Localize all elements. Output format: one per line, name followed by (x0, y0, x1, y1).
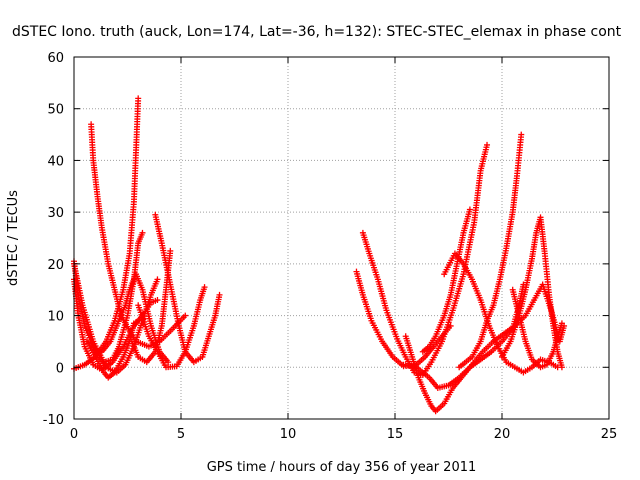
data-point (182, 312, 189, 319)
data-point (484, 141, 491, 148)
series-11 (359, 141, 491, 379)
y-tick-label: 10 (47, 310, 64, 325)
data-point (167, 247, 174, 254)
x-tick-label: 15 (387, 427, 404, 442)
y-tick-label: 60 (47, 51, 64, 66)
y-tick-label: 50 (47, 103, 64, 118)
y-tick-label: 20 (47, 258, 64, 273)
series-15 (456, 131, 525, 371)
x-tick-label: 5 (177, 427, 185, 442)
series-18 (509, 286, 565, 371)
series-9 (135, 284, 208, 371)
data-point (447, 322, 454, 329)
data-point (139, 229, 146, 236)
data-point (154, 276, 161, 283)
series-8 (152, 211, 223, 366)
x-tick-label: 20 (494, 427, 511, 442)
plot-frame (73, 56, 610, 420)
data-point (466, 206, 473, 213)
y-tick-label: 0 (56, 361, 64, 376)
x-tick-label: 0 (70, 427, 78, 442)
y-axis-label: dSTEC / TECUs (6, 190, 21, 286)
x-axis-label: GPS time / hours of day 356 of year 2011 (207, 460, 477, 475)
x-tick-label: 25 (601, 427, 618, 442)
x-tick-label: 10 (280, 427, 297, 442)
data-point (558, 364, 565, 371)
series-5 (83, 317, 142, 381)
data-point (135, 317, 142, 324)
y-tick-label: 40 (47, 154, 64, 169)
data-point (518, 131, 525, 138)
data-point (558, 320, 565, 327)
y-tick-label: 30 (47, 206, 64, 221)
data-point (135, 95, 142, 102)
axis-ticks: 0 5 10 15 20 25 -10 0 10 20 30 40 50 60 (43, 51, 618, 442)
data-point (216, 291, 223, 298)
data-points (71, 95, 568, 415)
data-point (201, 284, 208, 291)
grid-lines (74, 57, 609, 419)
chart-title: dSTEC Iono. truth (auck, Lon=174, Lat=-3… (12, 24, 622, 40)
data-point (154, 297, 161, 304)
y-tick-label: -10 (43, 413, 64, 428)
